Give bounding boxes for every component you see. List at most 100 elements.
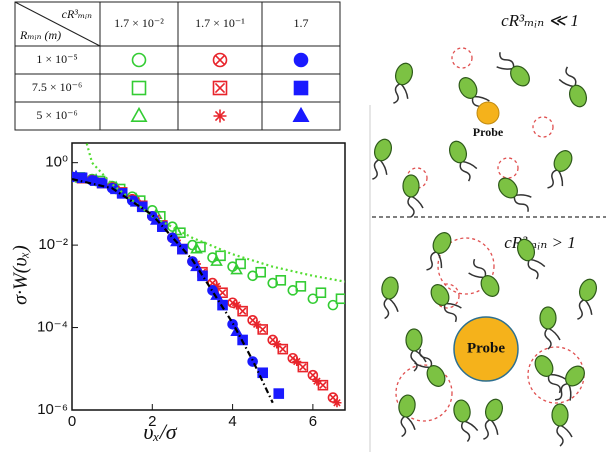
y-tick-label: 10⁰	[45, 154, 68, 171]
flagellum	[483, 418, 499, 440]
bacterium	[547, 150, 573, 189]
data-point	[297, 361, 309, 373]
marker-part	[252, 319, 262, 329]
marker-part	[230, 263, 243, 275]
cell-body	[381, 276, 399, 300]
cell-body	[553, 150, 573, 172]
marker-part	[307, 369, 319, 381]
cell-body	[373, 138, 393, 162]
data-point	[255, 266, 266, 278]
marker-part	[293, 52, 309, 68]
bacterium	[558, 66, 588, 108]
marker-part	[238, 307, 247, 315]
data-point	[257, 324, 268, 335]
marker-part	[190, 259, 203, 272]
x-tick-label: 2	[148, 413, 156, 430]
interaction-range	[451, 47, 473, 69]
marker-part	[297, 361, 309, 373]
cell-body	[453, 399, 471, 423]
cell-body	[402, 174, 420, 198]
flagellum	[547, 168, 564, 189]
marker-part	[267, 277, 279, 289]
data-point	[307, 293, 319, 305]
bacterium	[426, 232, 452, 271]
data-point	[177, 243, 188, 255]
marker-part	[247, 270, 258, 282]
marker-part	[131, 52, 147, 68]
marker-part	[307, 293, 319, 305]
marker-part	[317, 379, 329, 391]
marker-part	[332, 398, 342, 408]
table-corner: cR³ₘᵢₙ	[62, 7, 93, 21]
bacterium	[405, 328, 427, 372]
data-point	[272, 339, 282, 349]
legend-marker	[131, 52, 147, 68]
bacterium	[534, 355, 566, 394]
marker-part	[277, 343, 289, 355]
marker-part	[312, 376, 322, 386]
marker-part	[210, 254, 223, 266]
data-point	[307, 369, 319, 381]
data-point	[317, 379, 329, 391]
bacterium	[448, 140, 478, 182]
bacterium	[372, 138, 393, 180]
bacterium	[430, 284, 462, 323]
cell-body	[516, 238, 536, 262]
marker-part	[214, 54, 226, 66]
data-point	[277, 343, 289, 355]
data-point	[252, 319, 262, 329]
marker-part	[335, 293, 345, 305]
data-point	[190, 259, 203, 272]
flagellum	[393, 82, 409, 104]
marker-part	[214, 82, 226, 94]
marker-part	[279, 345, 287, 353]
bacterium	[398, 394, 416, 438]
bacterium	[496, 52, 530, 87]
legend-marker	[212, 80, 228, 96]
marker-part	[89, 174, 103, 186]
bacterium	[483, 398, 504, 440]
cell-body	[430, 284, 450, 306]
bacterium	[516, 238, 546, 280]
bacterium	[402, 174, 424, 218]
marker-part	[131, 80, 147, 96]
marker-part	[257, 324, 268, 335]
bacterium	[551, 403, 573, 447]
y-tick-label: 10⁻²	[38, 236, 68, 253]
data-point	[267, 277, 279, 289]
table-corner: Rₘᵢₙ (m)	[19, 28, 61, 42]
marker-part	[213, 109, 227, 123]
x-tick-label: 4	[228, 413, 236, 430]
legend-marker	[293, 80, 309, 96]
probe-label: Probe	[467, 340, 505, 356]
marker-part	[190, 242, 203, 254]
probe-label: Probe	[473, 125, 504, 139]
row-header: 1 × 10⁻⁵	[36, 52, 77, 66]
cell-body	[565, 365, 585, 387]
marker-part	[255, 266, 266, 278]
column-header: 1.7	[294, 16, 309, 30]
cell-body	[578, 278, 598, 302]
flagellum	[400, 415, 416, 438]
probe	[453, 316, 519, 382]
data-point	[235, 258, 246, 270]
marker-part	[237, 305, 248, 317]
row-header: 5 × 10⁻⁶	[36, 108, 77, 122]
marker-part	[130, 106, 148, 122]
cell-body	[448, 140, 468, 164]
data-point	[275, 275, 287, 286]
column-header: 1.7 × 10⁻²	[114, 16, 164, 30]
marker-part	[232, 300, 242, 310]
legend-marker	[131, 80, 147, 96]
legend-marker	[212, 52, 228, 68]
data-point	[197, 270, 208, 282]
cell-body	[551, 403, 569, 427]
marker-part	[258, 325, 267, 334]
cell-body	[534, 355, 554, 377]
data-point	[312, 376, 322, 386]
x-tick-label: 0	[68, 413, 76, 430]
fit-line	[72, 177, 274, 404]
marker-part	[293, 80, 309, 96]
bacterium	[498, 177, 532, 212]
bacterium	[453, 399, 479, 443]
